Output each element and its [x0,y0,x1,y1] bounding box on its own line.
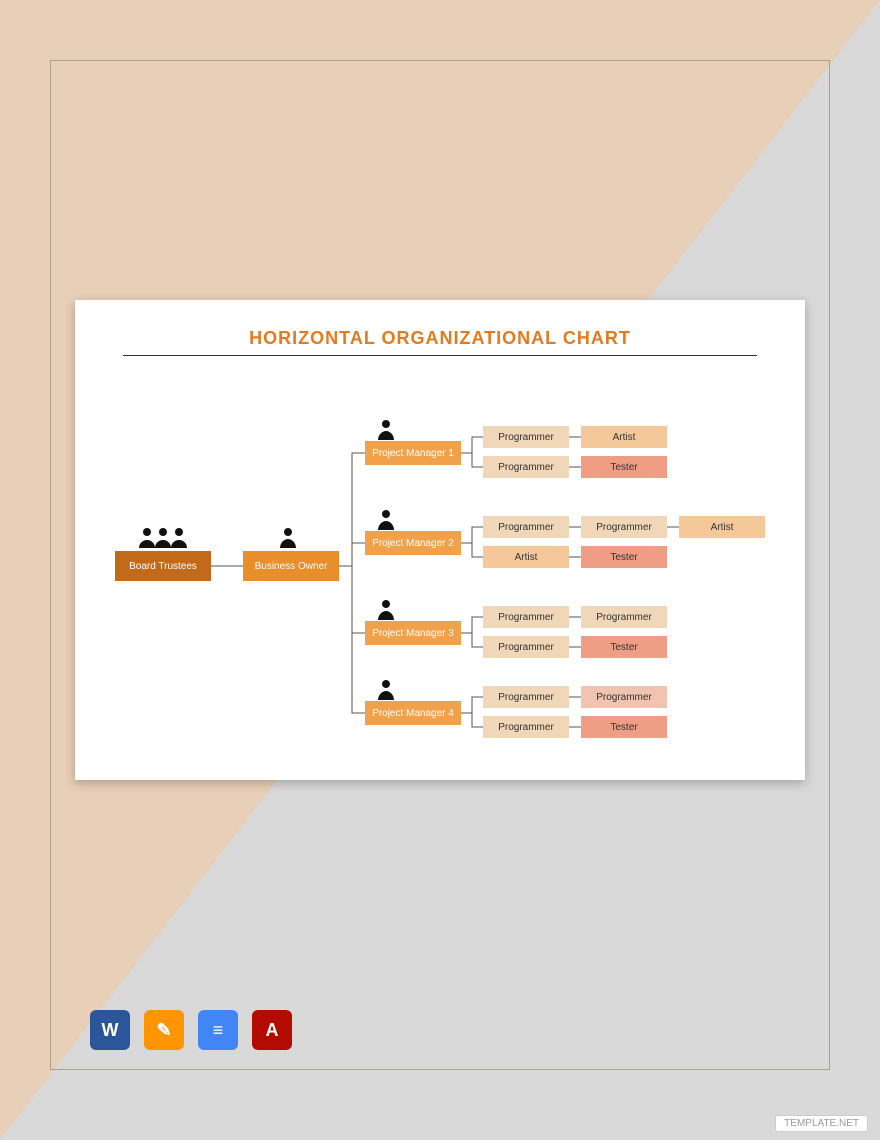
format-pdf-icon[interactable]: A [252,1010,292,1050]
org-node-p4b: Programmer [581,686,667,708]
person-icon [375,508,397,535]
canvas: HORIZONTAL ORGANIZATIONAL CHART Board Tr… [0,0,880,1140]
person-icon [375,418,397,445]
connector [461,453,483,467]
org-node-p1a: Programmer [483,426,569,448]
org-node-p4a: Programmer [483,686,569,708]
org-node-p2b: Programmer [581,516,667,538]
org-node-p1d: Tester [581,456,667,478]
org-node-p2a: Programmer [483,516,569,538]
org-node-owner: Business Owner [243,551,339,581]
org-node-board: Board Trustees [115,551,211,581]
group-icon [135,526,191,555]
org-node-p1b: Artist [581,426,667,448]
connector [339,566,365,713]
format-word-icon[interactable]: W [90,1010,130,1050]
connector [461,617,483,633]
org-node-p3a: Programmer [483,606,569,628]
person-icon [277,526,299,553]
format-gdocs-icon[interactable]: ≡ [198,1010,238,1050]
format-pages-icon[interactable]: ✎ [144,1010,184,1050]
org-node-p3d: Tester [581,636,667,658]
connector [461,713,483,727]
person-icon [375,678,397,705]
watermark: TEMPLATE.NET [775,1115,868,1132]
org-node-p3c: Programmer [483,636,569,658]
format-icons-row: W ✎ ≡ A [90,1010,292,1050]
connector [461,543,483,557]
document-page: HORIZONTAL ORGANIZATIONAL CHART Board Tr… [75,300,805,780]
org-node-p2c: Artist [679,516,765,538]
connector [339,543,365,566]
connector [461,697,483,713]
connector [461,527,483,543]
connector [461,633,483,647]
org-node-p4c: Programmer [483,716,569,738]
org-node-p4d: Tester [581,716,667,738]
chart-title: HORIZONTAL ORGANIZATIONAL CHART [75,328,805,349]
connector [461,437,483,453]
org-node-p1c: Programmer [483,456,569,478]
person-icon [375,598,397,625]
org-chart: Board TrusteesBusiness OwnerProject Mana… [75,356,805,756]
org-node-p2d: Artist [483,546,569,568]
org-node-p2e: Tester [581,546,667,568]
org-node-p3b: Programmer [581,606,667,628]
